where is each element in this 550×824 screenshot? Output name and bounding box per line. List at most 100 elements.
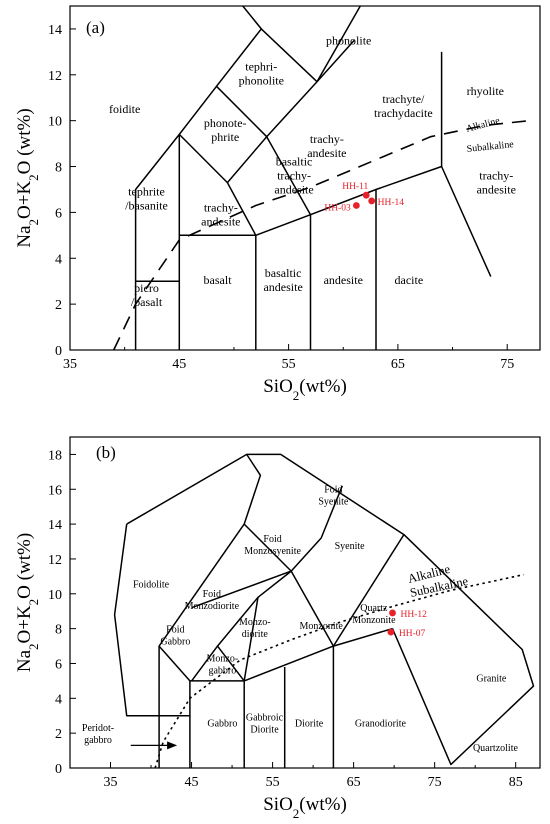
x-tick-label: 45	[172, 357, 186, 372]
y-tick-label: 16	[48, 483, 62, 498]
x-tick-label: 85	[509, 775, 523, 790]
field-label-quartz-monzonite: Quartz Monzonite	[352, 603, 396, 626]
field-label-gabbro: Gabbro	[207, 719, 237, 730]
field-boundary	[332, 534, 405, 647]
field-label-tephri-phonolite: tephri-phonolite	[239, 60, 284, 88]
plot-frame	[69, 436, 541, 769]
field-label-foid-syenite: Foid Syenite	[318, 484, 349, 507]
field-label-quartzolite: Quartzolite	[473, 743, 519, 754]
data-point-hh-12	[389, 609, 396, 617]
field-label-syenite: Syenite	[335, 541, 366, 552]
field-boundary	[266, 136, 312, 216]
x-tick-label: 65	[391, 357, 405, 372]
field-label-foid-monzodiorite: Foid Monzodiorite	[185, 589, 240, 612]
data-point-hh-03	[352, 202, 360, 209]
field-boundary	[440, 166, 492, 277]
sample-points: HH-12 HH-07	[387, 609, 428, 639]
point-label-hh-12: HH-12	[401, 610, 428, 620]
y-tick-label: 12	[48, 553, 62, 568]
y-tick-label: 8	[55, 623, 62, 638]
point-label-hh-03: HH-03	[324, 204, 351, 214]
field-label-basalt: basalt	[204, 273, 233, 287]
x-tick-label: 65	[347, 775, 361, 790]
field-label-granodiorite: Granodiorite	[355, 719, 407, 730]
field-boundary	[126, 453, 535, 766]
field-boundary	[158, 523, 245, 647]
y-axis-label: Na2O+K2O (wt%)	[14, 533, 41, 672]
field-label-trachy-andesite: trachy-andesite	[307, 132, 346, 160]
x-tick-label: 75	[428, 775, 442, 790]
field-label-monzonite: Monzonite	[300, 621, 344, 632]
field-label-trachyte-trachydacite: trachyte/trachydacite	[374, 92, 433, 120]
field-label-phonote-phrite: phonote-phrite	[204, 116, 247, 144]
y-tick-label: 4	[55, 692, 62, 707]
data-point-hh-14	[368, 197, 376, 205]
y-tick-label: 18	[48, 448, 62, 463]
field-boundary	[316, 39, 355, 83]
field-label-dacite: dacite	[395, 273, 424, 287]
y-tick-label: 14	[48, 518, 62, 533]
x-tick-label: 55	[266, 775, 280, 790]
field-label-diorite: Diorite	[295, 719, 324, 730]
field-boundary	[241, 6, 262, 30]
field-label-trachy-andesite: trachy-andesite	[201, 201, 240, 229]
panel-label: (b)	[96, 443, 116, 462]
field-boundary	[178, 133, 228, 184]
x-tick-label: 35	[104, 775, 118, 790]
point-label-hh-14: HH-14	[378, 198, 405, 208]
y-tick-label: 10	[48, 588, 62, 603]
field-label-foidolite: Foidolite	[133, 579, 170, 590]
field-label-basaltic-andesite: basaltic andesite	[263, 266, 302, 294]
field-label-rhyolite: rhyolite	[467, 84, 504, 98]
x-axis-label: SiO2(wt%)	[263, 376, 347, 403]
field-label-basaltic-trachy-andesite: basaltic trachy-andesite	[274, 155, 313, 197]
y-tick-label: 8	[55, 161, 62, 176]
divider-label-subalkaline: Subalkaline	[466, 139, 515, 155]
y-tick-label: 6	[55, 657, 62, 672]
y-axis: 0 2 4 6 8 10 12 14	[48, 23, 76, 359]
field-label-monzo-diorite: Monzo-diorite	[239, 617, 271, 640]
field-boundaries	[113, 453, 535, 768]
y-tick-label: 2	[55, 298, 62, 313]
chart-panel-b: 35 45 55 65 75 85 0 2 4 6 8 10 12 14 16 18 SiO2(wt%) Na2O…	[14, 436, 541, 821]
field-boundary	[113, 524, 190, 717]
panel-label: (a)	[86, 18, 105, 37]
point-label-hh-07: HH-07	[399, 629, 426, 639]
y-tick-label: 6	[55, 206, 62, 221]
x-tick-label: 55	[282, 357, 296, 372]
field-boundaries	[134, 6, 492, 350]
y-tick-label: 2	[55, 727, 62, 742]
point-label-hh-11: HH-11	[342, 182, 368, 192]
y-axis: 0 2 4 6 8 10 12 14 16 18	[48, 448, 76, 777]
data-point-hh-11	[362, 191, 370, 199]
sample-points: HH-11 HH-14 HH-03	[324, 182, 404, 213]
annotation-arrow-head	[167, 741, 178, 750]
x-tick-label: 45	[185, 775, 199, 790]
field-boundary	[243, 485, 343, 572]
field-label-foidite: foidite	[109, 102, 140, 116]
field-label-picro-basalt: picro/basalt	[131, 281, 163, 309]
field-boundary	[243, 453, 262, 525]
field-boundary	[266, 81, 318, 138]
divider-label-alkaline: Alkaline	[465, 115, 502, 135]
y-axis-label: Na2O+K2O (wt%)	[14, 108, 41, 247]
field-label-granite: Granite	[476, 673, 507, 684]
field-label-andesite: andesite	[324, 273, 363, 287]
field-label-foid-gabbro: Foid Gabbro	[160, 625, 190, 648]
alkaline-subalkaline-divider	[154, 573, 524, 768]
x-axis: 35 45 55 65 75	[63, 344, 514, 372]
alkaline-subalkaline-divider	[112, 119, 530, 350]
field-label-phonolite: phonolite	[326, 33, 371, 47]
field-boundary	[226, 182, 257, 236]
plot-frame	[69, 5, 541, 351]
x-tick-label: 35	[63, 357, 77, 372]
y-tick-label: 10	[48, 115, 62, 130]
x-tick-label: 75	[500, 357, 514, 372]
field-label-tephrite-basanite: tephrite/basanite	[125, 185, 168, 213]
field-label-foid-monzosyenite: Foid Monzosyenite	[244, 534, 301, 557]
annotation-peridot-gabbro: Peridot-gabbro	[82, 723, 114, 746]
x-axis-label: SiO2(wt%)	[263, 794, 347, 821]
data-point-hh-07	[387, 628, 395, 636]
x-axis: 35 45 55 65 75 85	[69, 762, 523, 790]
